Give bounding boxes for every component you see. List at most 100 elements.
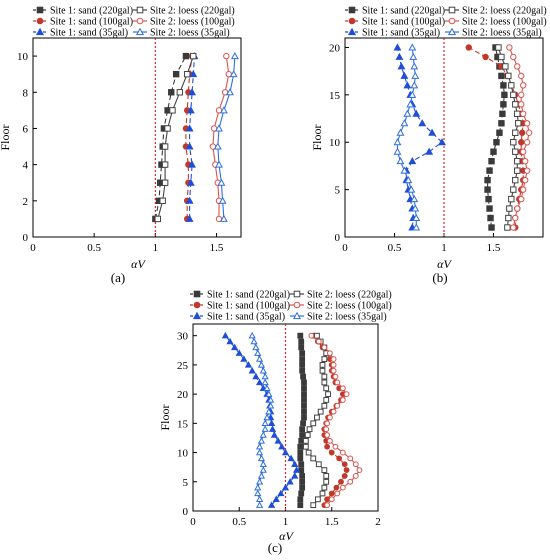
series-3 bbox=[393, 43, 446, 231]
data-point bbox=[418, 119, 427, 127]
data-point bbox=[400, 71, 409, 79]
data-point bbox=[159, 197, 166, 205]
data-point bbox=[302, 437, 309, 444]
y-tick-label: 8 bbox=[23, 87, 29, 99]
data-point bbox=[519, 129, 526, 136]
y-tick-label: 15 bbox=[177, 418, 189, 430]
legend-label: Site 2: loess (220gal) bbox=[307, 290, 392, 301]
data-point bbox=[343, 467, 350, 473]
data-point bbox=[484, 176, 491, 184]
data-point bbox=[336, 455, 343, 462]
data-point bbox=[297, 455, 304, 462]
series-line bbox=[154, 55, 187, 220]
data-point bbox=[315, 338, 322, 345]
data-point bbox=[500, 82, 507, 89]
data-point bbox=[411, 204, 420, 212]
series-5 bbox=[506, 44, 533, 231]
legend-marker bbox=[136, 17, 144, 25]
data-point bbox=[484, 186, 491, 193]
data-point bbox=[255, 442, 264, 450]
data-point bbox=[248, 331, 256, 339]
data-point bbox=[409, 52, 418, 60]
data-point bbox=[231, 343, 239, 351]
data-point bbox=[408, 90, 417, 98]
data-point bbox=[188, 160, 197, 168]
data-point bbox=[410, 81, 419, 89]
data-point bbox=[319, 367, 326, 374]
data-point bbox=[182, 52, 190, 60]
data-point bbox=[254, 483, 262, 491]
data-point bbox=[302, 443, 309, 450]
data-point bbox=[298, 338, 305, 345]
data-point bbox=[299, 356, 306, 362]
data-point bbox=[190, 52, 197, 60]
x-tick-label: 1 bbox=[283, 516, 289, 528]
data-point bbox=[523, 120, 531, 127]
data-point bbox=[352, 473, 359, 479]
y-tick-label: 0 bbox=[183, 506, 189, 518]
data-point bbox=[319, 490, 326, 497]
y-tick-label: 10 bbox=[17, 51, 29, 63]
legend-marker bbox=[293, 290, 301, 298]
data-point bbox=[297, 449, 304, 456]
data-point bbox=[287, 454, 295, 462]
data-point bbox=[343, 391, 350, 398]
x-tick-label: 0 bbox=[190, 516, 196, 528]
series-3 bbox=[185, 51, 199, 222]
data-point bbox=[261, 419, 269, 427]
data-point bbox=[299, 426, 306, 433]
data-point bbox=[508, 195, 515, 203]
data-point bbox=[310, 420, 317, 427]
series-line bbox=[212, 56, 230, 219]
data-point bbox=[161, 143, 169, 150]
data-point bbox=[518, 91, 525, 99]
legend-marker bbox=[135, 27, 145, 36]
data-point bbox=[215, 124, 223, 132]
legend-label: Site 1: sand (35gal) bbox=[207, 312, 285, 323]
data-point bbox=[321, 379, 328, 386]
data-point bbox=[323, 478, 330, 485]
data-point bbox=[488, 224, 495, 231]
data-point bbox=[230, 51, 239, 60]
data-point bbox=[521, 176, 529, 184]
series-line bbox=[217, 56, 236, 219]
data-point bbox=[330, 356, 337, 362]
series-6 bbox=[248, 331, 275, 508]
data-point bbox=[272, 495, 280, 503]
data-point bbox=[400, 166, 409, 174]
data-point bbox=[244, 361, 253, 368]
data-point bbox=[341, 473, 348, 479]
data-point bbox=[299, 367, 306, 374]
data-point bbox=[164, 125, 171, 132]
data-point bbox=[252, 372, 260, 380]
data-point bbox=[520, 110, 527, 118]
data-point bbox=[328, 490, 335, 497]
data-point bbox=[304, 432, 311, 438]
data-point bbox=[393, 43, 402, 51]
legend-label: Site 1: sand (100gal) bbox=[50, 17, 133, 28]
data-point bbox=[397, 62, 406, 70]
data-point bbox=[310, 455, 317, 462]
data-point bbox=[292, 466, 301, 473]
data-point bbox=[347, 478, 354, 485]
data-point bbox=[274, 437, 282, 444]
legend-marker bbox=[36, 17, 44, 25]
data-point bbox=[510, 186, 517, 193]
y-tick-label: 20 bbox=[177, 389, 189, 401]
data-point bbox=[298, 344, 305, 351]
data-point bbox=[514, 110, 521, 118]
data-point bbox=[252, 343, 260, 351]
x-axis-title: αV bbox=[131, 257, 146, 271]
data-point bbox=[161, 179, 169, 186]
data-point bbox=[291, 460, 299, 467]
data-point bbox=[257, 472, 266, 479]
x-tick-label: 1 bbox=[441, 242, 447, 254]
data-point bbox=[512, 214, 519, 222]
series-3 bbox=[221, 331, 301, 508]
data-point bbox=[523, 167, 531, 174]
data-point bbox=[319, 362, 326, 368]
series-line bbox=[468, 47, 524, 228]
legend-marker bbox=[136, 6, 144, 14]
legend-label: Site 2: loess (100gal) bbox=[150, 17, 235, 28]
legend: Site 1: sand (220gal)Site 1: sand (100ga… bbox=[345, 6, 547, 39]
